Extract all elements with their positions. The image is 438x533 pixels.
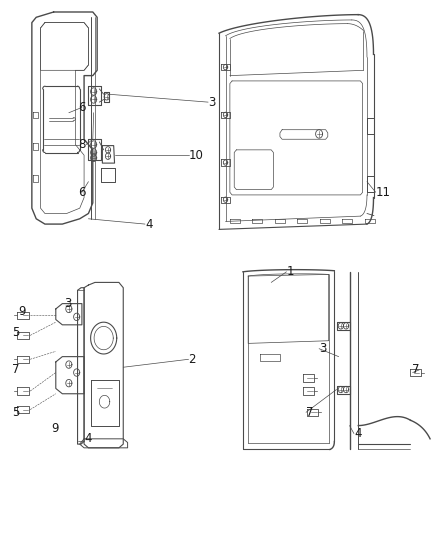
Text: 3: 3 [64,297,72,310]
Text: 2: 2 [188,353,196,366]
Text: 6: 6 [78,101,86,114]
Text: 3: 3 [319,342,326,355]
Text: 4: 4 [145,217,152,231]
Text: 5: 5 [12,326,20,340]
Text: 7: 7 [412,364,419,376]
Text: 6: 6 [78,186,86,199]
Text: 10: 10 [188,149,203,161]
Text: 11: 11 [376,186,391,199]
Text: 3: 3 [208,95,215,109]
Text: 1: 1 [286,265,294,278]
Text: 4: 4 [84,432,92,446]
Text: 9: 9 [18,305,25,318]
Text: 7: 7 [12,364,20,376]
Text: 5: 5 [12,406,20,419]
Text: 8: 8 [78,138,85,151]
Text: 7: 7 [306,406,314,419]
Text: 4: 4 [354,427,361,440]
Text: 9: 9 [51,422,59,435]
